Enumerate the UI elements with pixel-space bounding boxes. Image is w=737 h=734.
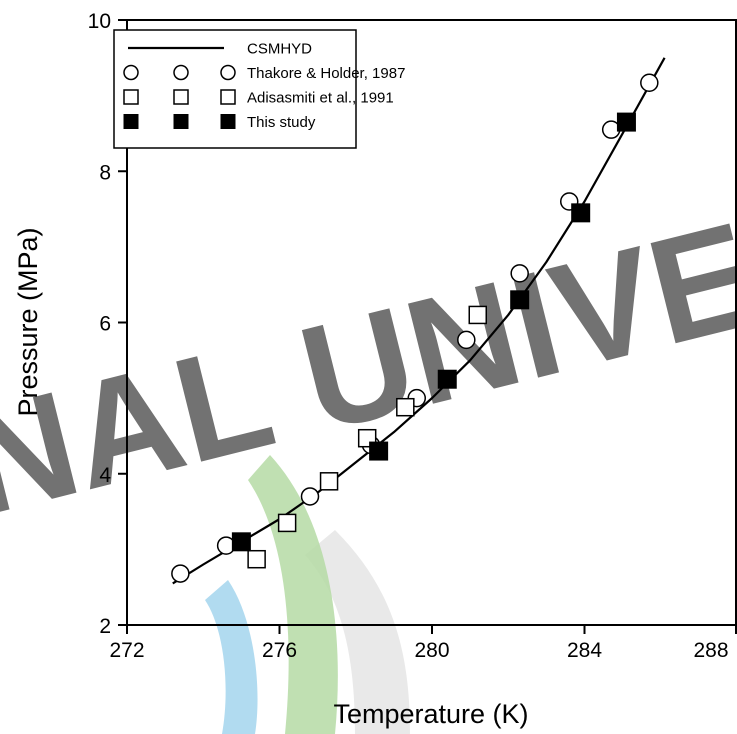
legend-marker xyxy=(220,89,236,105)
data-point-open-square xyxy=(247,549,266,569)
legend: CSMHYD Thakore & Holder, 1987 Adisasmiti e… xyxy=(113,29,405,149)
legend-label: This study xyxy=(247,114,316,131)
legend-marker xyxy=(220,64,236,81)
legend-entry: Thakore & Holder, 1987 xyxy=(123,64,405,82)
watermark-arc-blue xyxy=(205,580,258,734)
legend-label: CSMHYD xyxy=(247,41,312,58)
y-tick-label: 8 xyxy=(99,161,111,184)
legend-marker xyxy=(173,114,189,129)
watermark-arc-gray xyxy=(305,530,410,734)
watermark-text: ONAL UNIVER xyxy=(0,163,737,575)
data-point-filled-square xyxy=(571,203,591,223)
legend-entry: Adisasmiti et al., 1991 xyxy=(123,89,394,107)
legend-marker xyxy=(173,89,189,105)
axes: 272 276 280 284 288 2 4 6 8 10 xyxy=(88,10,737,662)
legend-marker xyxy=(123,89,139,105)
legend-entry: CSMHYD xyxy=(128,41,312,58)
y-tick-label: 6 xyxy=(99,313,111,336)
legend-marker xyxy=(220,114,236,129)
data-point-open-square xyxy=(396,397,415,417)
x-tick-label: 288 xyxy=(693,639,728,662)
y-axis-title: Pressure (MPa) xyxy=(13,227,43,416)
data-point-open-circle xyxy=(640,73,659,93)
watermark-arc-green xyxy=(248,455,338,734)
legend-label: Thakore & Holder, 1987 xyxy=(247,65,405,82)
legend-marker xyxy=(173,64,189,81)
y-tick-label: 2 xyxy=(99,615,111,638)
x-axis-title: Temperature (K) xyxy=(333,699,528,729)
y-tick-label: 4 xyxy=(99,464,111,487)
data-point-filled-square xyxy=(437,369,457,389)
legend-entry: This study xyxy=(123,114,316,131)
legend-label: Adisasmiti et al., 1991 xyxy=(247,90,394,107)
x-tick-label: 280 xyxy=(414,639,449,662)
x-tick-label: 284 xyxy=(567,639,602,662)
data-point-open-square xyxy=(468,305,487,325)
x-tick-label: 276 xyxy=(262,639,297,662)
data-point-filled-square xyxy=(231,532,251,552)
plot-area xyxy=(171,57,666,585)
data-point-open-circle xyxy=(510,264,529,283)
data-point-open-circle xyxy=(457,330,476,350)
y-tick-label: 10 xyxy=(88,10,111,33)
data-point-filled-square xyxy=(510,290,530,310)
data-point-filled-square xyxy=(616,112,636,132)
x-tick-label: 272 xyxy=(109,639,144,662)
data-point-filled-square xyxy=(369,441,389,461)
data-point-open-circle xyxy=(171,564,190,583)
data-point-open-square xyxy=(277,513,297,533)
data-point-open-square xyxy=(319,472,339,491)
legend-marker xyxy=(123,114,139,129)
legend-marker xyxy=(123,64,139,81)
data-point-open-circle xyxy=(300,487,320,506)
